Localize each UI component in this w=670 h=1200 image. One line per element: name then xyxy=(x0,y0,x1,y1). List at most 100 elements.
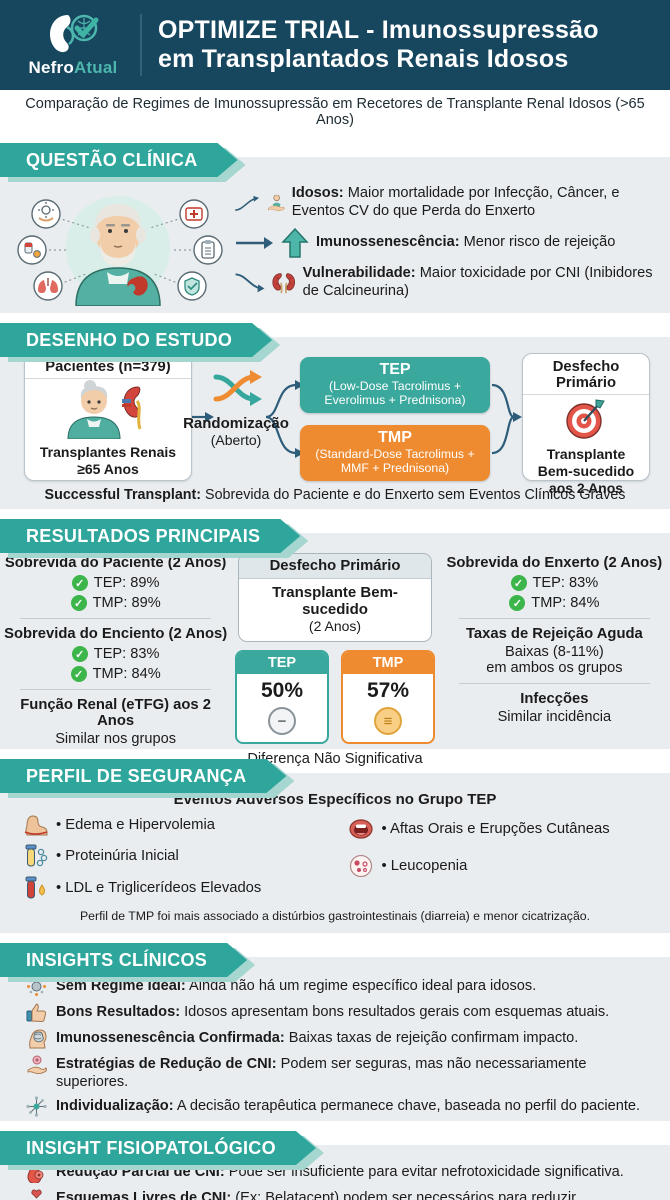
section-banner-insights: INSIGHTS CLÍNICOS xyxy=(0,943,247,977)
section-clinical-insights: INSIGHTS CLÍNICOS Sem Regime Ideal: Aind… xyxy=(0,957,670,1121)
section-banner-physio: INSIGHT FISIOPATOLÓGICO xyxy=(0,1131,316,1165)
elderly-woman-kidney-icon xyxy=(67,380,142,440)
tep-arm-box: TEP (Low-Dose Tacrolimus + Everolimus + … xyxy=(300,357,490,413)
target-icon xyxy=(566,399,605,439)
medkit-mini-icon xyxy=(185,207,203,221)
result-block-sub: Baixas (8-11%) xyxy=(505,644,604,660)
elderly-patient-illustration xyxy=(17,196,223,306)
result-block-title: Função Renal (eTFG) aos 2 Anos xyxy=(20,697,211,729)
result-line: ✓ TEP: 83% xyxy=(443,575,666,591)
urine-test-tube-icon xyxy=(25,844,48,867)
safety-item-aftas: • Aftas Orais e Erupções Cutâneas xyxy=(348,818,648,840)
brand-name: NefroAtual xyxy=(29,58,118,78)
randomization-sub: (Aberto) xyxy=(210,432,262,448)
result-block-sub: Similar incidência xyxy=(497,709,612,725)
primary-outcome-result-card: Desfecho Primário Transplante Bem-sucedi… xyxy=(238,553,432,642)
patients-desc-line1: Transplantes Renais xyxy=(39,444,177,460)
patients-card-title: Pacientes (n=379) xyxy=(25,354,191,379)
pills-mini-icon xyxy=(24,242,41,258)
clinical-item-text: Vulnerabilidade: Maior toxicidade por CN… xyxy=(302,265,653,299)
section-banner-study-design: DESENHO DO ESTUDO xyxy=(0,323,272,357)
shield-mini-icon xyxy=(184,277,200,296)
check-icon: ✓ xyxy=(71,575,88,591)
primary-outcome-card: Desfecho Primário Transplante Bem-sucedi… xyxy=(522,353,650,496)
result-line: ✓ TMP: 84% xyxy=(4,666,227,682)
curved-arrow-up-icon xyxy=(235,196,260,212)
tmp-result-card: TMP 57% ≡ xyxy=(341,650,435,744)
safety-item-leucopenia: • Leucopenia xyxy=(348,854,648,878)
result-block-title: Taxas de Rejeição Aguda xyxy=(465,626,643,642)
insight-item: Imunossenescência Confirmada: Baixas tax… xyxy=(26,1029,656,1049)
section-results: RESULTADOS PRINCIPAIS Sobrevida do Pacie… xyxy=(0,533,670,767)
result-block-sub: Similar nos grupos xyxy=(55,731,177,747)
clipboard-mini-icon xyxy=(201,240,215,259)
patients-desc-line2: ≥65 Anos xyxy=(77,460,139,477)
safety-item-edema: • Edema e Hipervolemia xyxy=(22,814,348,836)
patients-card: Pacientes (n=379) Transplantes Renais ≥6… xyxy=(24,353,192,481)
result-block-title: Sobrevida do Enciento (2 Anos) xyxy=(4,626,228,642)
head-brain-icon xyxy=(29,1029,47,1049)
result-line: ✓ TMP: 84% xyxy=(443,595,666,611)
result-block-sub2: em ambos os grupos xyxy=(486,660,623,676)
blood-cells-icon xyxy=(349,854,372,878)
tmp-label: TMP xyxy=(378,429,412,447)
header: NefroAtual OPTIMIZE TRIAL - Imunossupres… xyxy=(0,0,670,90)
section-banner-safety: PERFIL DE SEGURANÇA xyxy=(0,759,286,793)
section-study-design: DESENHO DO ESTUDO Pacientes (n=379) xyxy=(0,337,670,509)
section-clinical-question: QUESTÃO CLÍNICA xyxy=(0,157,670,313)
equal-icon: ≡ xyxy=(374,707,402,735)
curved-arrow-down-icon xyxy=(235,273,265,293)
tmp-desc: (Standard-Dose Tacrolimus + MMF + Predni… xyxy=(315,447,475,476)
insight-item: Individualização: A decisão terapêutica … xyxy=(26,1096,656,1118)
straight-arrow-icon xyxy=(236,237,273,249)
page-title-line2: em Transplantados Renais Idosos xyxy=(158,45,569,73)
up-arrow-icon xyxy=(281,228,309,258)
brand-atual: Atual xyxy=(73,58,118,77)
physio-item: Esquemas Livres de CNI: (Ex: Belatacept)… xyxy=(26,1189,656,1200)
foot-icon xyxy=(24,815,48,836)
result-block-title: Sobrevida do Paciente (2 Anos) xyxy=(4,555,227,571)
randomization-label: Randomização (Aberto) xyxy=(176,415,296,448)
divider xyxy=(20,689,212,690)
clinical-item-lead: Idosos: xyxy=(291,185,344,202)
insight-item: Sem Regime Ideal: Ainda não há um regime… xyxy=(26,977,656,997)
section-physio-insight: INSIGHT FISIOPATOLÓGICO Redução Parcial … xyxy=(0,1145,670,1200)
result-line: ✓ TEP: 83% xyxy=(4,646,227,662)
tep-label: TEP xyxy=(379,361,411,379)
result-line: ✓ TMP: 89% xyxy=(4,595,227,611)
caregiver-icon xyxy=(267,194,285,212)
clinical-item-lead: Vulnerabilidade: xyxy=(302,265,416,281)
results-center-column: Desfecho Primário Transplante Bem-sucedi… xyxy=(231,553,438,767)
lungs-mini-icon xyxy=(38,278,58,293)
safety-note: Perfil de TMP foi mais associado a distú… xyxy=(79,909,591,923)
header-divider xyxy=(140,14,142,76)
divider xyxy=(20,618,212,619)
tep-desc: (Low-Dose Tacrolimus + Everolimus + Pred… xyxy=(324,379,466,408)
kidneys-icon xyxy=(272,273,296,294)
outcome-line3: aos 2 Anos xyxy=(548,479,624,496)
subtitle-bar: Comparação de Regimes de Imunossupressão… xyxy=(0,90,670,133)
outcome-card-line2: (2 Anos) xyxy=(308,618,362,634)
tep-result-card: TEP 50% − xyxy=(235,650,329,744)
divider xyxy=(458,683,650,684)
tmp-result-value: 57% xyxy=(366,679,410,702)
blood-tube-lipid-icon xyxy=(25,876,45,899)
shuffle-icon xyxy=(213,370,262,406)
cell-icon xyxy=(27,977,46,996)
check-icon: ✓ xyxy=(70,666,87,682)
heart-hand-icon xyxy=(31,1189,42,1199)
outcome-line1: Transplante xyxy=(546,446,626,462)
result-block-title: Sobrevida do Enxerto (2 Anos) xyxy=(446,555,663,571)
clinical-item-imunossenescencia: Imunossenescência: Menor risco de rejeiç… xyxy=(234,228,662,258)
results-left-column: Sobrevida do Paciente (2 Anos) ✓ TEP: 89%… xyxy=(0,553,231,749)
significance-note: Diferença Não Significativa xyxy=(247,751,423,767)
clinical-item-lead: Imunossenescência: xyxy=(316,234,460,251)
divider xyxy=(458,618,650,619)
clinical-item-text: Idosos: Maior mortalidade por Infecção, … xyxy=(291,185,620,220)
thumbs-up-icon xyxy=(26,1003,47,1023)
section-banner-clinical-question: QUESTÃO CLÍNICA xyxy=(0,143,238,177)
clinical-item-idosos: Idosos: Maior mortalidade por Infecção, … xyxy=(234,185,662,221)
results-right-column: Sobrevida do Enxerto (2 Anos) ✓ TEP: 83% … xyxy=(439,553,670,749)
mouth-icon xyxy=(348,819,373,839)
